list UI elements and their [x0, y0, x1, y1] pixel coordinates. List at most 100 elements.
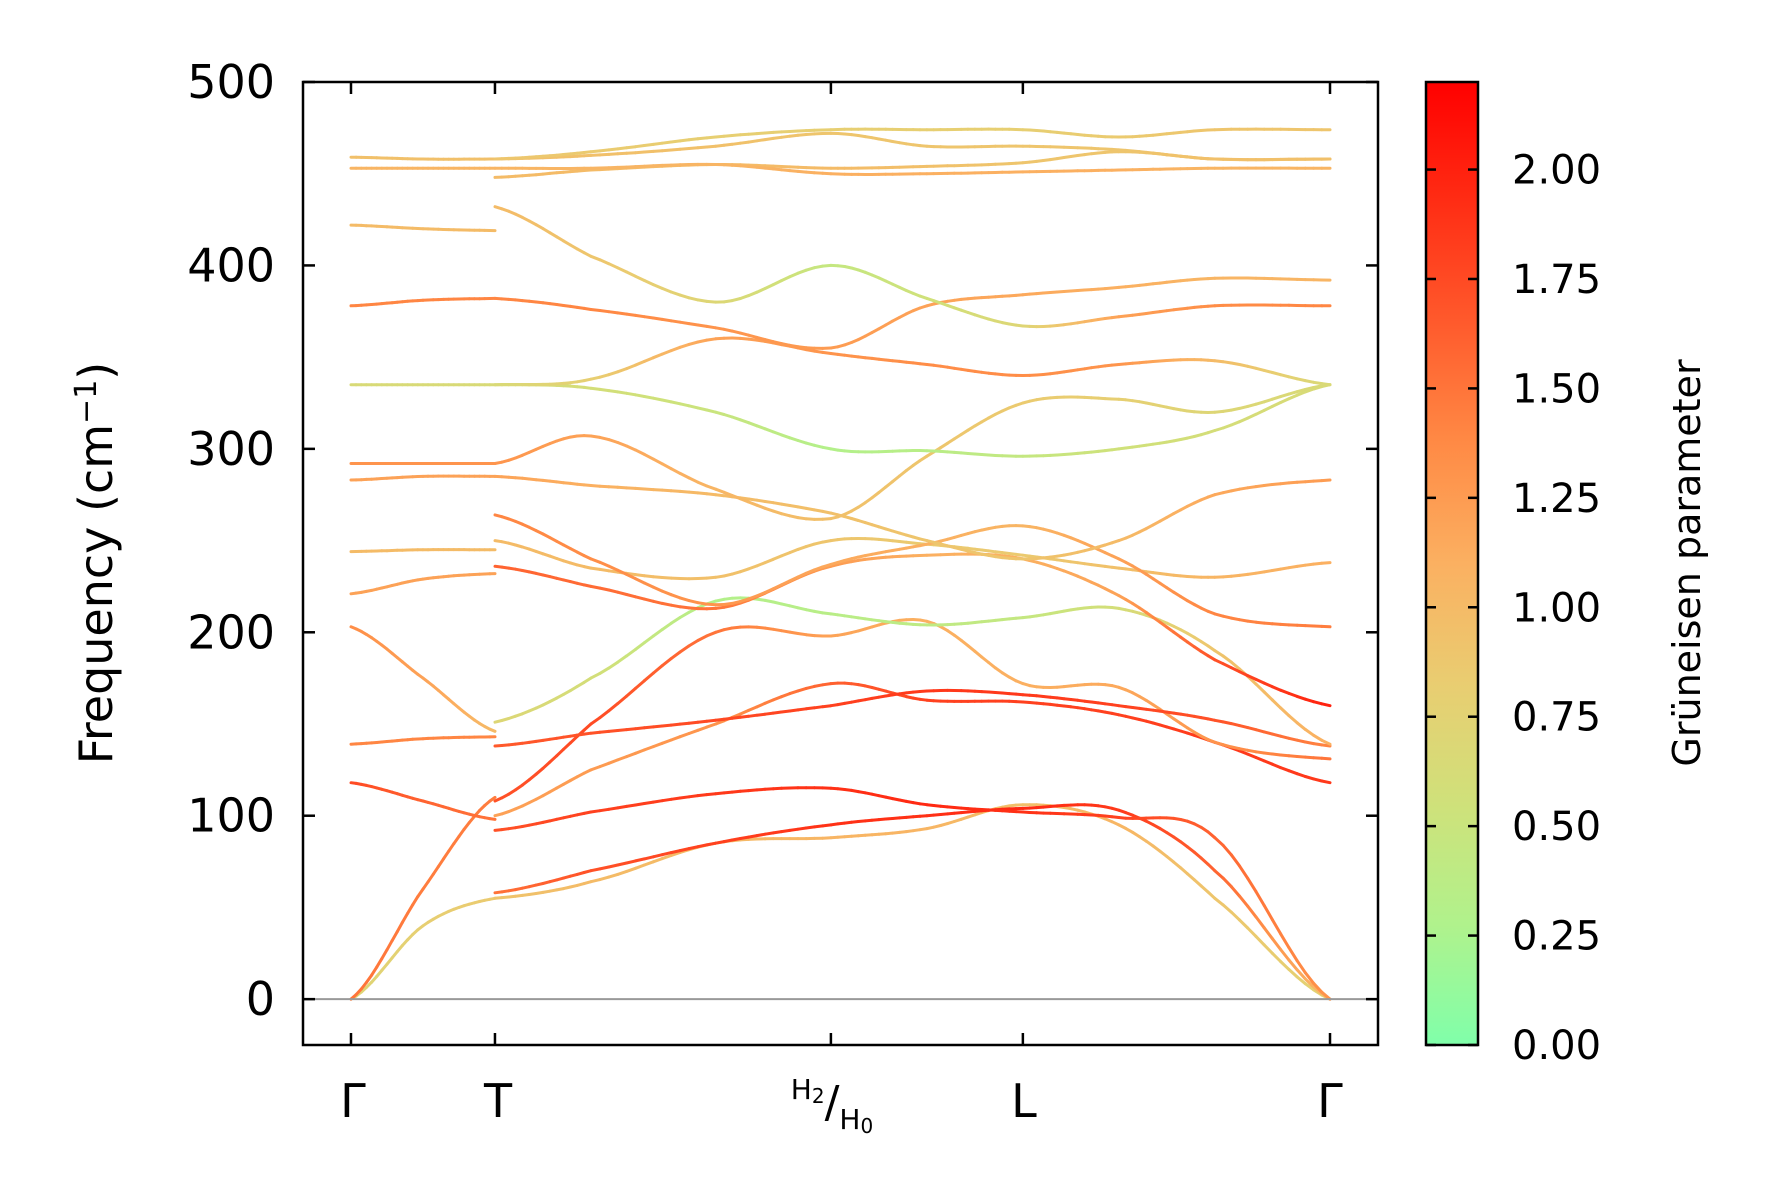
band-curve-segment	[678, 644, 691, 654]
band-curve	[349, 896, 497, 1001]
band-curve-segment	[678, 293, 691, 300]
xtick-label-h2-h0: H2/H0	[791, 1073, 873, 1138]
band-curve-segment	[488, 795, 497, 803]
band-curve-segment	[1287, 967, 1299, 979]
band-curve-segment	[678, 471, 691, 480]
band-curve-segment	[660, 621, 673, 632]
band-curve-segment	[1229, 910, 1241, 922]
band-curve-segment	[1303, 727, 1316, 737]
band-curve-segment	[696, 634, 709, 642]
band-curve-segment	[678, 732, 691, 739]
band-curve-segment	[696, 480, 709, 488]
band-curve-segment	[1206, 862, 1217, 873]
band-curve-segment	[660, 349, 673, 356]
band-curve	[349, 474, 497, 482]
band-curve-segment	[771, 279, 783, 287]
band-curve-segment	[651, 316, 664, 321]
band-curve-segment	[634, 748, 646, 755]
band-curve-segment	[625, 391, 637, 397]
band-curve-segment	[1303, 982, 1316, 992]
band-curve-segment	[651, 396, 664, 402]
band-curve-segment	[642, 356, 655, 363]
band-curve-segment	[1270, 951, 1283, 963]
band-curve	[349, 296, 497, 308]
colorbar-tick-label: 0.50	[1512, 804, 1601, 850]
band-curve-segment	[1279, 960, 1291, 971]
band-curve	[349, 795, 497, 1001]
colorbar-tick-label: 0.00	[1512, 1023, 1601, 1069]
band-curve-segment	[1312, 733, 1324, 742]
y-axis-label: Frequency (cm−1)	[69, 362, 123, 765]
band-curve-segment	[1262, 404, 1274, 412]
band-curve-segment	[598, 807, 611, 813]
band-curve	[493, 383, 1332, 521]
band-curve-segment	[1295, 975, 1307, 986]
band-curve-segment	[1270, 698, 1283, 710]
band-curve-segment	[607, 588, 620, 594]
band-curve-segment	[625, 444, 637, 452]
band-curve-segment	[1270, 918, 1283, 936]
band-curve-segment	[669, 593, 682, 600]
band-curve-segment	[634, 857, 646, 863]
band-curve-segment	[589, 484, 602, 488]
band-curve-segment	[598, 666, 611, 675]
band-curve-segment	[1199, 856, 1210, 866]
band-curve-segment	[705, 722, 718, 729]
band-curve-segment	[1238, 864, 1250, 880]
band-curve-segment	[1221, 662, 1233, 670]
band-curve	[493, 127, 1332, 161]
band-curve-segment	[705, 408, 718, 414]
band-curve	[493, 383, 1332, 458]
band-curve-segment	[678, 342, 691, 349]
band-curve-segment	[589, 765, 602, 772]
band-curve-segment	[589, 730, 602, 735]
band-curve-segment	[589, 809, 602, 814]
band-curve-segment	[589, 716, 602, 726]
band-curve-segment	[634, 679, 646, 690]
band-curve-segment	[607, 863, 620, 869]
band-curve-segment	[616, 861, 629, 867]
band-curve-segment	[669, 319, 682, 324]
band-curve-segment	[598, 586, 611, 592]
band-curve-segment	[1279, 932, 1291, 950]
band-curve-segment	[687, 340, 700, 346]
band-curve	[349, 781, 497, 821]
colorbar-tick-label: 1.75	[1512, 257, 1601, 303]
band-curve-segment	[687, 322, 700, 327]
band-curve-segment	[1254, 934, 1266, 947]
band-curve-segment	[678, 596, 691, 603]
band-curve-segment	[634, 577, 646, 585]
band-curve-segment	[669, 603, 682, 609]
band-curve-segment	[696, 323, 709, 328]
band-curve-segment	[1229, 853, 1241, 868]
band-curve	[493, 786, 1332, 1001]
band-curve-segment	[598, 373, 611, 379]
band-curve-segment	[607, 702, 620, 713]
band-curve-segment	[669, 616, 682, 625]
y-tick-label: 200	[187, 605, 275, 659]
band-curve-segment	[598, 875, 611, 882]
band-curve-segment	[380, 948, 389, 961]
band-curve-segment	[1246, 876, 1258, 894]
band-curve	[493, 162, 1332, 176]
band-curve-segment	[660, 462, 673, 471]
band-curve-segment	[1320, 990, 1332, 1001]
band-curve-segment	[1295, 968, 1307, 981]
band-curve-segment	[625, 572, 637, 581]
band-curve-segment	[669, 650, 682, 661]
band-curve-segment	[616, 694, 629, 706]
band-curve-segment	[642, 581, 655, 589]
band-curve-segment	[589, 386, 602, 391]
band-curve	[493, 803, 1332, 1001]
band-curve-segment	[607, 564, 620, 572]
band-curve-segment	[651, 857, 664, 864]
band-curve-segment	[1295, 721, 1307, 731]
band-curve-segment	[1320, 779, 1332, 785]
band-curve	[349, 223, 497, 233]
band-curve-segment	[678, 610, 691, 619]
band-curve-segment	[660, 317, 673, 323]
band-curve-segment	[642, 800, 655, 805]
band-curve-segment	[625, 803, 637, 808]
band-curve-segment	[660, 286, 673, 294]
